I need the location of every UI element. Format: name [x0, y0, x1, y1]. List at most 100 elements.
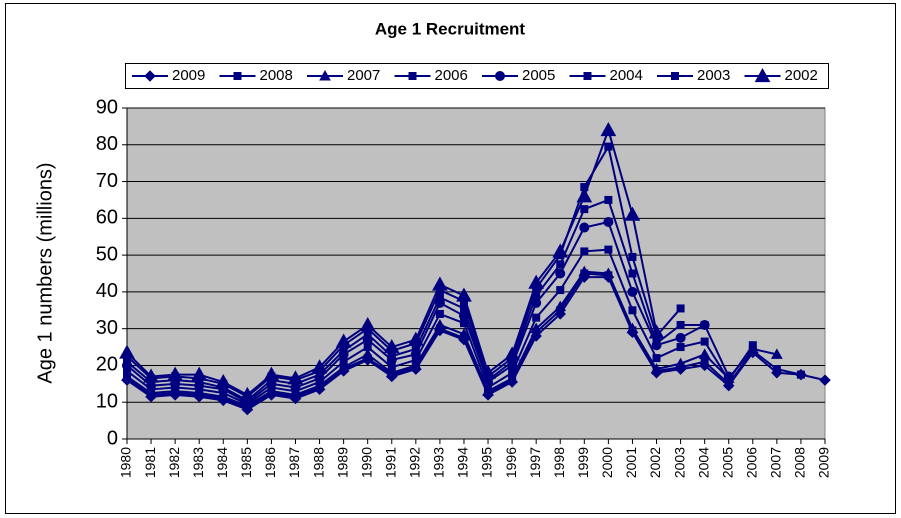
x-tick-label: 1996: [503, 447, 519, 478]
y-tick-label: 0: [107, 427, 118, 449]
legend-label: 2008: [260, 67, 293, 84]
point-marker: [409, 359, 422, 370]
legend-label: 2002: [785, 67, 818, 84]
point-marker: [676, 304, 685, 313]
series-line: [126, 270, 778, 408]
legend-label: 2004: [610, 67, 643, 84]
point-marker: [580, 247, 589, 256]
point-marker: [434, 318, 446, 330]
point-marker: [556, 286, 565, 295]
x-tick-label: 1988: [310, 447, 326, 478]
point-marker: [650, 363, 663, 374]
point-marker: [580, 205, 589, 214]
legend-label: 2006: [435, 67, 468, 84]
point-marker: [603, 217, 614, 228]
point-marker: [819, 374, 831, 386]
point-marker: [528, 274, 545, 289]
point-marker: [311, 359, 328, 374]
point-marker: [748, 341, 757, 350]
x-tick-label: 1981: [142, 447, 158, 478]
point-marker: [407, 331, 424, 346]
point-marker: [385, 366, 398, 378]
y-tick-label: 60: [96, 207, 118, 229]
x-tick-label: 1994: [455, 447, 471, 478]
y-tick-label: 70: [96, 170, 118, 192]
x-tick-label: 1997: [527, 447, 543, 478]
point-marker: [119, 344, 135, 359]
y-tick-label: 50: [96, 243, 118, 265]
point-marker: [239, 386, 256, 401]
x-tick-label: 1990: [358, 447, 374, 478]
point-marker: [435, 309, 444, 318]
x-tick-label: 1980: [118, 447, 134, 478]
point-marker: [796, 370, 805, 379]
x-tick-label: 2009: [816, 447, 832, 478]
legend-label: 2003: [697, 67, 730, 84]
point-marker: [555, 268, 566, 279]
point-marker: [676, 320, 685, 329]
x-tick-label: 1987: [286, 447, 302, 478]
point-marker: [233, 72, 242, 80]
point-marker: [700, 320, 709, 329]
point-marker: [144, 70, 156, 82]
point-marker: [432, 276, 448, 291]
point-marker: [576, 188, 593, 203]
legend-label: 2007: [347, 67, 380, 84]
point-marker: [191, 366, 208, 381]
point-marker: [408, 72, 417, 80]
point-marker: [604, 142, 613, 151]
point-marker: [628, 306, 637, 315]
point-marker: [771, 348, 783, 359]
x-tick-label: 1989: [334, 447, 350, 478]
point-marker: [495, 71, 505, 81]
point-marker: [604, 245, 613, 254]
y-axis-label: Age 1 numbers (millions): [34, 162, 56, 383]
point-marker: [458, 328, 470, 339]
y-tick-label: 20: [96, 354, 118, 376]
point-marker: [627, 286, 638, 297]
x-tick-label: 1984: [214, 447, 230, 478]
x-tick-label: 2003: [671, 447, 687, 478]
point-marker: [552, 243, 569, 258]
point-marker: [167, 366, 183, 381]
point-marker: [319, 69, 331, 81]
point-marker: [506, 372, 518, 383]
point-marker: [676, 343, 685, 352]
legend-label: 2009: [172, 67, 205, 84]
x-tick-label: 1983: [190, 447, 206, 478]
point-marker: [671, 72, 679, 80]
point-marker: [648, 324, 665, 339]
x-tick-label: 2004: [695, 447, 711, 478]
x-tick-label: 1985: [238, 447, 254, 478]
y-tick-label: 30: [96, 317, 118, 339]
x-tick-label: 1993: [431, 447, 447, 478]
point-marker: [121, 370, 133, 381]
x-tick-label: 1995: [479, 447, 495, 478]
y-tick-label: 90: [96, 96, 118, 118]
point-marker: [675, 332, 686, 343]
x-tick-label: 1991: [382, 447, 398, 478]
point-marker: [600, 122, 617, 137]
chart-title: Age 1 Recruitment: [375, 19, 526, 38]
point-marker: [556, 260, 565, 269]
point-marker: [335, 333, 352, 348]
x-tick-label: 1982: [166, 447, 182, 478]
y-tick-label: 80: [96, 133, 118, 155]
point-marker: [383, 339, 400, 354]
x-tick-label: 2000: [599, 447, 615, 478]
point-marker: [624, 206, 641, 221]
point-marker: [215, 373, 232, 389]
x-tick-label: 2008: [792, 447, 808, 478]
x-tick-label: 2007: [768, 447, 784, 478]
point-marker: [578, 265, 591, 277]
y-tick-label: 10: [96, 391, 118, 413]
point-marker: [359, 316, 376, 332]
point-marker: [263, 366, 280, 381]
point-marker: [700, 337, 709, 346]
point-marker: [554, 300, 567, 312]
point-marker: [628, 252, 637, 261]
point-marker: [583, 72, 592, 80]
x-tick-label: 2005: [719, 447, 735, 478]
point-marker: [361, 348, 374, 359]
